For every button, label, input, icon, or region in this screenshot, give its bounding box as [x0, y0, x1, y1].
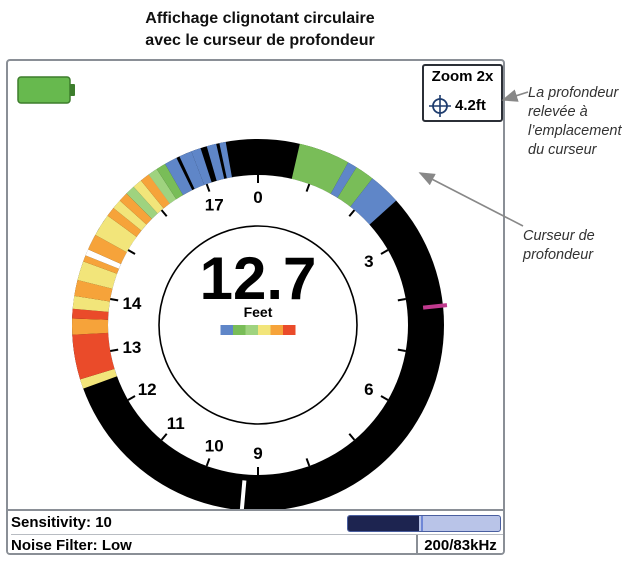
zone-marker-line: [239, 480, 247, 509]
flasher-signal-segment: [95, 215, 137, 253]
dial-tick: [110, 297, 119, 302]
noise-filter-label: Noise Filter: Low: [11, 537, 132, 554]
flasher-signal-segment: [113, 200, 147, 231]
dial-depth-label: 9: [253, 444, 262, 463]
crosshair-icon: [429, 95, 451, 117]
flasher-signal-segment: [330, 162, 357, 198]
flasher-signal-segment: [337, 167, 373, 207]
digital-depth-circle: [158, 225, 358, 425]
flasher-signal-segment: [74, 280, 113, 302]
dial-ticks: [110, 175, 406, 475]
flasher-signal-segment: [71, 318, 109, 335]
fishfinder-screen: 0 3 6 9 10 11 12 13 14 17 12.7 Feet Zoom 2x 4.2ft…: [6, 59, 505, 555]
sensitivity-slider[interactable]: [347, 515, 501, 532]
dial-tick: [127, 249, 136, 255]
color-scale-swatch: [258, 325, 271, 335]
dial-tick: [205, 458, 211, 467]
dial-depth-label: 13: [122, 338, 141, 357]
flasher-signal-segment: [156, 163, 183, 200]
flasher-signal-segment: [107, 207, 142, 237]
callout-line: profondeur: [523, 247, 594, 263]
noise-filter-row: Noise Filter: Low 200/83kHz: [11, 534, 503, 554]
flasher-signal-segment: [140, 174, 170, 209]
callout-line: du curseur: [528, 142, 597, 158]
dial-tick: [127, 395, 136, 401]
callout-line: l’emplacement: [528, 123, 622, 139]
dial-tick: [397, 297, 406, 302]
color-scale-swatch: [245, 325, 258, 335]
depth-callout-arrow: [501, 89, 529, 102]
dial-depth-label: 0: [253, 188, 262, 207]
flasher-signal-segment: [165, 157, 193, 196]
dial-depth-label: 11: [167, 414, 185, 433]
digital-depth-value: 12.7: [200, 245, 317, 312]
dial-tick: [160, 433, 168, 441]
dial-tick: [380, 395, 389, 401]
flasher-signal-segment: [72, 308, 109, 320]
flasher-signal-segment: [119, 193, 152, 225]
dial-tick: [380, 249, 389, 255]
caption-line-1: Affichage clignotant circulaire: [145, 10, 375, 27]
color-scale-legend: [220, 325, 296, 335]
dial-labels: 0 3 6 9 10 11 12 13 14 17: [122, 188, 373, 463]
dial-tick: [305, 458, 311, 467]
dial-tick: [397, 348, 406, 353]
flasher-signal-segment: [88, 234, 127, 264]
dial-tick: [205, 183, 211, 192]
dial-tick: [348, 433, 356, 441]
depth-cursor-callout: Curseur de profondeur: [523, 227, 627, 265]
flasher-signal-segment: [83, 255, 119, 274]
dial-depth-label: 10: [205, 436, 224, 455]
depth-at-cursor-callout: La profondeur relevée à l’emplacement du…: [528, 84, 632, 160]
dial-tick: [348, 209, 356, 217]
dial-depth-label: 3: [364, 252, 373, 271]
frequency-label: 200/83kHz: [416, 535, 503, 553]
flasher-dial: 0 3 6 9 10 11 12 13 14 17 12.7 Feet: [71, 139, 448, 509]
zoom-level-label: Zoom 2x: [431, 68, 494, 85]
depth-unit-label: Feet: [244, 304, 273, 320]
dial-depth-label: 14: [122, 294, 141, 313]
flasher-signal-segment: [291, 143, 349, 194]
flasher-signal-segment: [148, 169, 177, 204]
dial-tick: [160, 209, 168, 217]
color-scale-swatch: [233, 325, 246, 335]
flasher-signal-segment: [126, 186, 158, 219]
flasher-signal-segment: [191, 148, 212, 185]
flasher-signal-segment: [206, 143, 225, 181]
cursor-depth-readout: 4.2ft: [455, 97, 486, 114]
sensitivity-marker: [420, 516, 423, 531]
flasher-signal-segment: [179, 151, 205, 190]
flasher-signal-segment: [219, 141, 232, 179]
battery-icon: [17, 76, 75, 104]
sensitivity-fill: [348, 516, 420, 531]
callout-line: relevée à: [528, 104, 588, 120]
flasher-signal-segment: [72, 295, 110, 312]
sensitivity-row: Sensitivity: 10: [11, 513, 503, 534]
depth-cursor-line: [422, 303, 448, 310]
color-scale-swatch: [220, 325, 233, 335]
dial-tick: [305, 183, 311, 192]
callout-line: La profondeur: [528, 85, 619, 101]
cursor-callout-arrow: [418, 172, 524, 227]
color-scale-swatch: [283, 325, 296, 335]
flasher-signal-segment: [350, 178, 397, 225]
status-bar: Sensitivity: 10 Noise Filter: Low 200/83…: [8, 509, 503, 554]
flasher-signal-segment: [80, 368, 118, 389]
color-scale-swatch: [270, 325, 283, 335]
flasher-signal-segment: [72, 332, 115, 380]
dial-depth-label: 6: [364, 380, 373, 399]
zoom-info-box: Zoom 2x 4.2ft: [422, 64, 503, 122]
dial-depth-label: 12: [138, 380, 157, 399]
dial-tick: [110, 348, 119, 353]
flasher-signal-segment: [77, 261, 118, 289]
sensitivity-label: Sensitivity: 10: [11, 514, 112, 531]
caption-title: Affichage clignotant circulaire avec le …: [0, 8, 520, 52]
flasher-signal-segment: [133, 180, 164, 214]
caption-line-2: avec le curseur de profondeur: [145, 32, 375, 49]
dial-depth-label: 17: [205, 196, 224, 215]
flasher-signal-segment: [85, 249, 121, 269]
callout-line: Curseur de: [523, 228, 595, 244]
